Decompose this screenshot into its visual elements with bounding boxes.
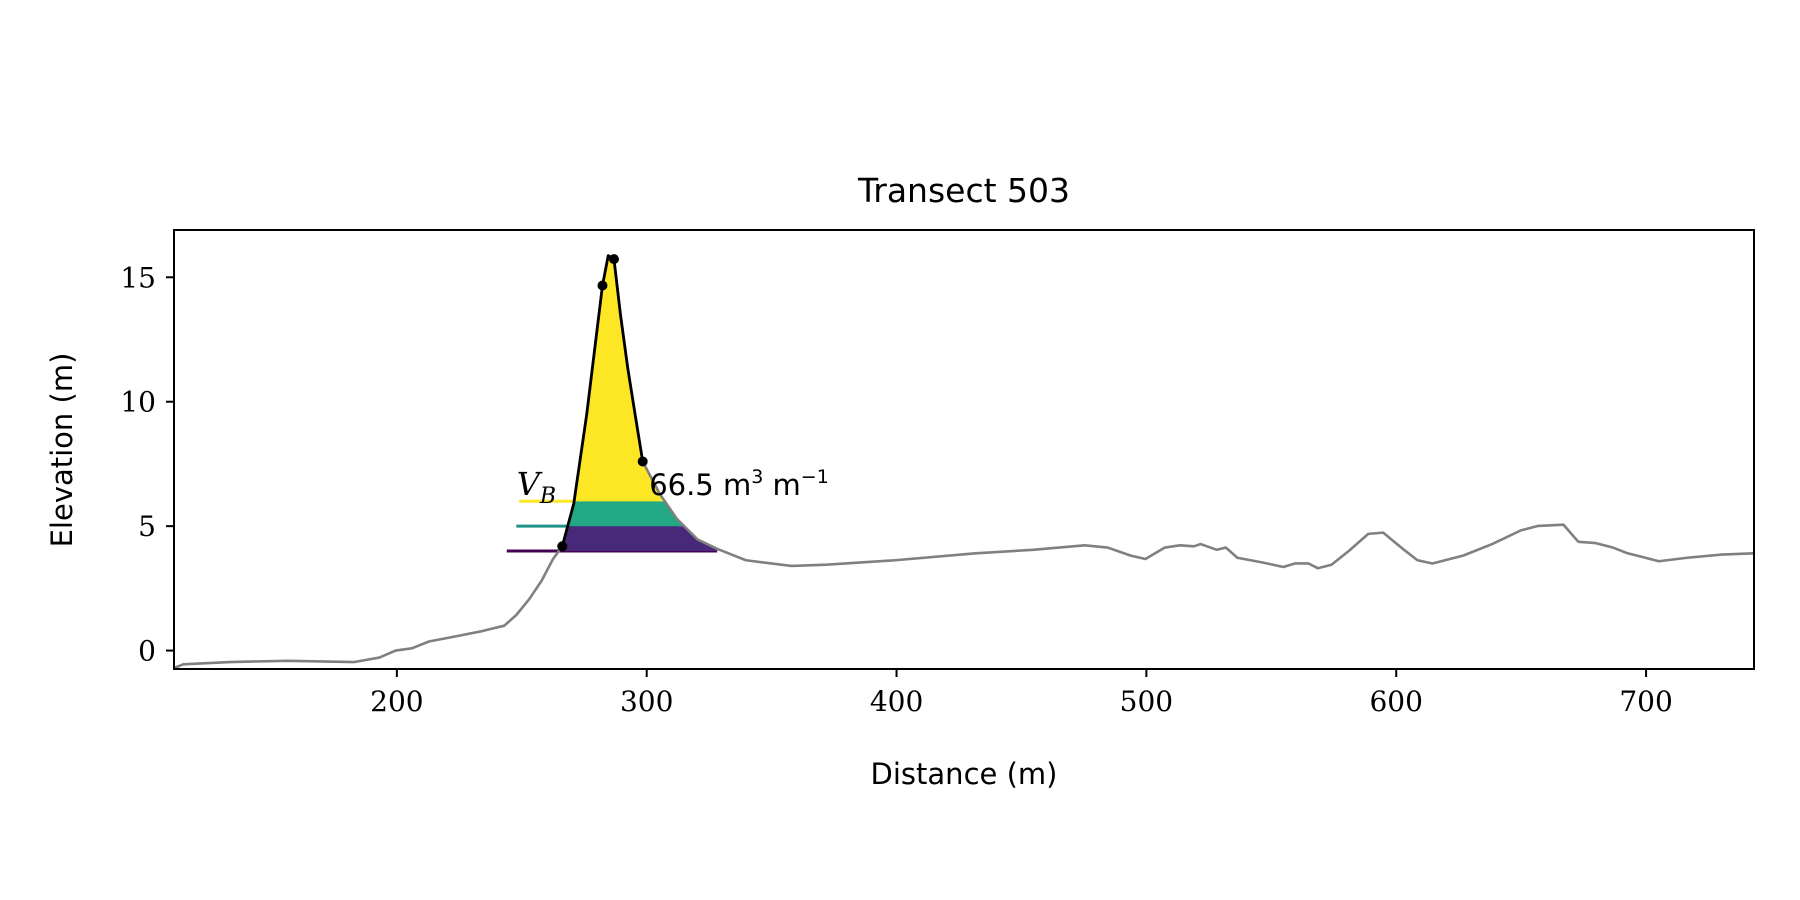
- x-tick-label: 600: [1369, 685, 1422, 718]
- y-tick-label: 0: [138, 635, 156, 668]
- dune-band-1: [562, 501, 718, 527]
- dune-fill: [562, 255, 718, 552]
- vb-label: VB: [517, 465, 556, 509]
- axis-ticks: 200 300 400 500 600 700 0 5 10 15: [120, 261, 1672, 718]
- y-tick-label: 15: [120, 261, 156, 294]
- x-tick-label: 500: [1120, 685, 1173, 718]
- y-tick-label: 5: [138, 510, 156, 543]
- dune-marker-0: [557, 541, 568, 552]
- x-tick-label: 200: [370, 685, 423, 718]
- dune-marker-1: [597, 280, 608, 291]
- x-axis-label: Distance (m): [871, 757, 1058, 791]
- y-axis-label: Elevation (m): [45, 353, 79, 548]
- axes-frame: [173, 229, 1755, 670]
- chart-title: Transect 503: [857, 171, 1070, 210]
- profile-line: [173, 254, 1755, 670]
- volume-label: 66.5 m3 m−1: [649, 466, 829, 502]
- dune-marker-3: [637, 456, 648, 467]
- dune-marker-2: [608, 254, 619, 265]
- plot-area: VB 66.5 m3 m−1: [173, 254, 1755, 670]
- x-tick-label: 400: [870, 685, 923, 718]
- x-tick-label: 700: [1619, 685, 1672, 718]
- x-tick-label: 300: [620, 685, 673, 718]
- y-tick-label: 10: [120, 386, 156, 419]
